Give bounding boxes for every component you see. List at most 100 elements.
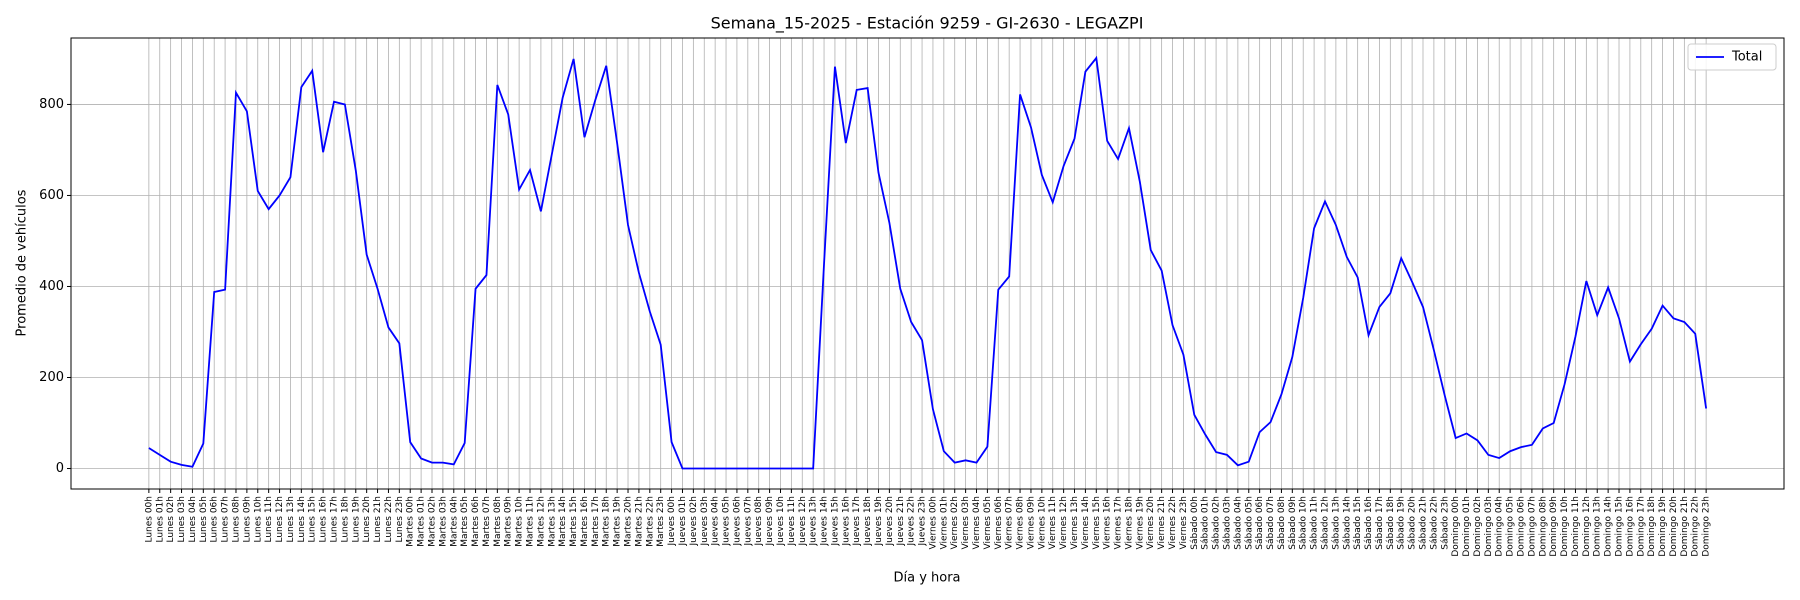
y-tick-label: 0 <box>56 461 64 476</box>
x-tick-label: Lunes 01h <box>155 496 165 543</box>
x-tick-label: Sábado 15h <box>1353 496 1363 550</box>
x-tick-label: Viernes 08h <box>1016 496 1026 550</box>
x-tick-label: Viernes 14h <box>1081 496 1091 550</box>
x-tick-label: Martes 07h <box>482 496 492 547</box>
x-tick-label: Domingo 10h <box>1560 496 1570 557</box>
x-tick-label: Lunes 19h <box>351 496 361 543</box>
x-tick-label: Viernes 09h <box>1026 496 1036 550</box>
x-tick-label: Sábado 10h <box>1299 496 1309 550</box>
y-tick-label: 800 <box>39 97 64 112</box>
x-tick-label: Viernes 23h <box>1179 496 1189 550</box>
x-tick-label: Martes 17h <box>591 496 601 547</box>
x-tick-label: Viernes 13h <box>1070 496 1080 550</box>
x-tick-label: Lunes 13h <box>286 496 296 543</box>
x-tick-label: Viernes 17h <box>1114 496 1124 550</box>
x-tick-label: Domingo 14h <box>1604 496 1614 557</box>
x-tick-label: Jueves 13h <box>809 496 819 546</box>
x-tick-label: Jueves 16h <box>841 496 851 546</box>
x-tick-label: Jueves 19h <box>874 496 884 546</box>
plot-frame <box>70 37 1785 490</box>
x-tick-label: Jueves 09h <box>765 496 775 546</box>
x-tick-label: Domingo 06h <box>1517 496 1527 557</box>
x-tick-label: Martes 05h <box>460 496 470 547</box>
x-tick-label: Viernes 03h <box>961 496 971 550</box>
x-tick-label: Martes 08h <box>493 496 503 547</box>
x-tick-label: Jueves 07h <box>743 496 753 546</box>
x-tick-label: Martes 14h <box>558 496 568 547</box>
x-tick-label: Jueves 10h <box>776 496 786 546</box>
x-tick-label: Jueves 12h <box>798 496 808 546</box>
x-tick-label: Sábado 20h <box>1408 496 1418 550</box>
x-tick-label: Viernes 18h <box>1124 496 1134 550</box>
x-tick-label: Martes 02h <box>428 496 438 547</box>
x-tick-label: Domingo 07h <box>1527 496 1537 557</box>
x-tick-label: Viernes 11h <box>1048 496 1058 550</box>
x-tick-label: Jueves 01h <box>678 496 688 546</box>
x-tick-label: Martes 13h <box>547 496 557 547</box>
x-tick-label: Sábado 14h <box>1342 496 1352 550</box>
x-tick-label: Domingo 17h <box>1636 496 1646 557</box>
x-tick-label: Viernes 19h <box>1135 496 1145 550</box>
x-tick-label: Martes 01h <box>417 496 427 547</box>
x-tick-label: Viernes 22h <box>1168 496 1178 550</box>
x-tick-label: Viernes 12h <box>1059 496 1069 550</box>
x-tick-label: Martes 12h <box>536 496 546 547</box>
x-tick-label: Martes 21h <box>634 496 644 547</box>
x-tick-label: Lunes 09h <box>242 496 252 543</box>
legend-box <box>1687 43 1777 71</box>
x-tick-label: Jueves 04h <box>711 496 721 546</box>
x-tick-label: Jueves 08h <box>754 496 764 546</box>
x-tick-label: Lunes 02h <box>166 496 176 543</box>
x-tick-label: Sábado 19h <box>1397 496 1407 550</box>
x-tick-label: Jueves 15h <box>830 496 840 546</box>
x-tick-label: Jueves 00h <box>667 496 677 546</box>
x-tick-label: Domingo 03h <box>1484 496 1494 557</box>
x-tick-label: Lunes 14h <box>297 496 307 543</box>
x-tick-label: Lunes 22h <box>384 496 394 543</box>
x-tick-label: Lunes 00h <box>144 496 154 543</box>
x-tick-label: Domingo 19h <box>1658 496 1668 557</box>
x-tick-label: Lunes 21h <box>373 496 383 543</box>
x-tick-label: Lunes 11h <box>264 496 274 543</box>
x-tick-label: Jueves 21h <box>896 496 906 546</box>
x-tick-label: Lunes 06h <box>210 496 220 543</box>
x-tick-label: Domingo 12h <box>1582 496 1592 557</box>
x-tick-label: Martes 15h <box>569 496 579 547</box>
x-tick-label: Viernes 00h <box>928 496 938 550</box>
x-tick-label: Domingo 04h <box>1495 496 1505 557</box>
line <box>148 55 1708 470</box>
x-tick-label: Lunes 15h <box>308 496 318 543</box>
x-tick-label: Sábado 04h <box>1233 496 1243 550</box>
x-tick-label: Viernes 05h <box>983 496 993 550</box>
x-tick-label: Domingo 22h <box>1691 496 1701 557</box>
x-tick-label: Martes 23h <box>656 496 666 547</box>
x-tick-label: Sábado 22h <box>1429 496 1439 550</box>
x-tick-label: Domingo 08h <box>1538 496 1548 557</box>
x-tick-label: Sábado 18h <box>1386 496 1396 550</box>
x-tick-label: Sábado 11h <box>1310 496 1320 550</box>
x-tick-label: Viernes 10h <box>1037 496 1047 550</box>
x-tick-label: Martes 10h <box>515 496 525 547</box>
x-tick-label: Sábado 08h <box>1277 496 1287 550</box>
x-tick-label: Domingo 15h <box>1615 496 1625 557</box>
x-tick-label: Jueves 05h <box>722 496 732 546</box>
y-axis-label: Promedio de vehículos <box>15 189 30 336</box>
x-tick-label: Lunes 05h <box>199 496 209 543</box>
x-tick-label: Domingo 00h <box>1451 496 1461 557</box>
x-tick-label: Sábado 17h <box>1375 496 1385 550</box>
x-tick-label: Lunes 12h <box>275 496 285 543</box>
chart-title: Semana_15-2025 - Estación 9259 - GI-2630… <box>711 14 1144 34</box>
x-tick-label: Jueves 23h <box>918 496 928 546</box>
x-tick-label: Domingo 13h <box>1593 496 1603 557</box>
x-tick-label: Martes 20h <box>624 496 634 547</box>
x-tick-label: Jueves 17h <box>852 496 862 546</box>
x-tick-label: Sábado 16h <box>1364 496 1374 550</box>
x-tick-label: Domingo 16h <box>1625 496 1635 557</box>
x-tick-label: Martes 22h <box>645 496 655 547</box>
x-tick-label: Viernes 04h <box>972 496 982 550</box>
x-tick-label: Martes 19h <box>613 496 623 547</box>
x-tick-label: Domingo 01h <box>1462 496 1472 557</box>
x-tick-label: Domingo 11h <box>1571 496 1581 557</box>
x-tick-label: Viernes 02h <box>950 496 960 550</box>
